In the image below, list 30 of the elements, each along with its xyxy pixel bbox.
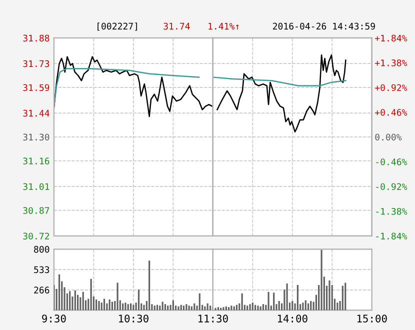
text: -1.84%	[376, 232, 408, 240]
text: -0.92%	[376, 183, 408, 190]
y-tick-label: 533	[34, 266, 50, 274]
text: 31.74	[164, 22, 190, 30]
text: -0.46%	[376, 158, 408, 166]
chart-title: [002227]	[98, 22, 137, 31]
y-tick-label: 31.30	[23, 134, 50, 141]
y-tick-label: 800	[34, 246, 50, 253]
text: +1.38%	[375, 59, 408, 66]
y-tick-label: 266	[34, 286, 50, 294]
y-tick-label: 31.59	[23, 84, 50, 92]
text: +0.92%	[375, 84, 408, 92]
x-tick-label: 9:30	[42, 314, 66, 322]
x-tick-label: 11:30	[198, 314, 228, 322]
text: 0.00%	[375, 134, 402, 141]
text: +1.84%	[375, 34, 408, 42]
text: 2016-04-26 14:43:59	[272, 22, 375, 30]
text: -1.38%	[376, 208, 408, 215]
text: +0.46%	[375, 108, 408, 116]
text: 1.41%↑	[208, 22, 239, 30]
y-tick-label: 31.01	[23, 183, 50, 190]
x-tick-label: 15:00	[357, 314, 387, 322]
y-tick-label: 31.16	[23, 158, 50, 164]
x-tick-label: 10:30	[118, 314, 148, 322]
y-tick-label: 30.72	[23, 232, 50, 240]
y-tick-label: 31.88	[23, 34, 50, 42]
x-tick-label: 14:00	[278, 314, 308, 322]
y-tick-label: 31.73	[23, 60, 50, 68]
y-tick-label: 31.44	[23, 110, 50, 117]
y-tick-label: 30.87	[23, 207, 50, 214]
